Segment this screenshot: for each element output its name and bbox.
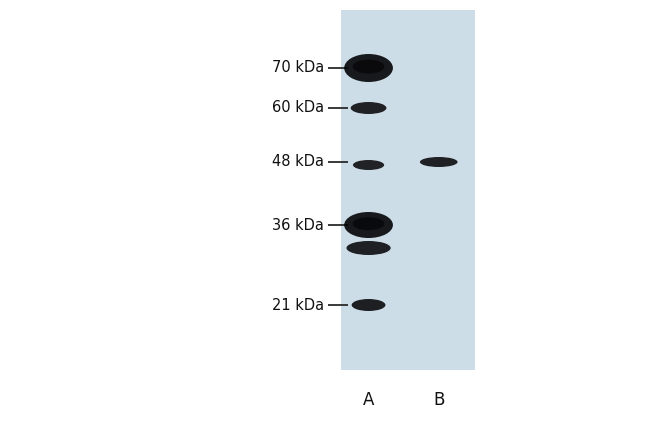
- Ellipse shape: [353, 60, 384, 74]
- Ellipse shape: [353, 217, 384, 230]
- Text: 36 kDa: 36 kDa: [272, 217, 324, 233]
- Ellipse shape: [420, 157, 458, 167]
- Ellipse shape: [344, 212, 393, 238]
- Ellipse shape: [346, 241, 391, 255]
- Text: 21 kDa: 21 kDa: [272, 297, 324, 313]
- Ellipse shape: [353, 160, 384, 170]
- Ellipse shape: [352, 299, 385, 311]
- Ellipse shape: [344, 54, 393, 82]
- Text: 60 kDa: 60 kDa: [272, 100, 324, 116]
- Text: A: A: [363, 391, 374, 409]
- Text: 48 kDa: 48 kDa: [272, 155, 324, 169]
- Text: B: B: [433, 391, 445, 409]
- Text: 70 kDa: 70 kDa: [272, 61, 324, 75]
- Ellipse shape: [351, 102, 386, 114]
- FancyBboxPatch shape: [341, 10, 474, 370]
